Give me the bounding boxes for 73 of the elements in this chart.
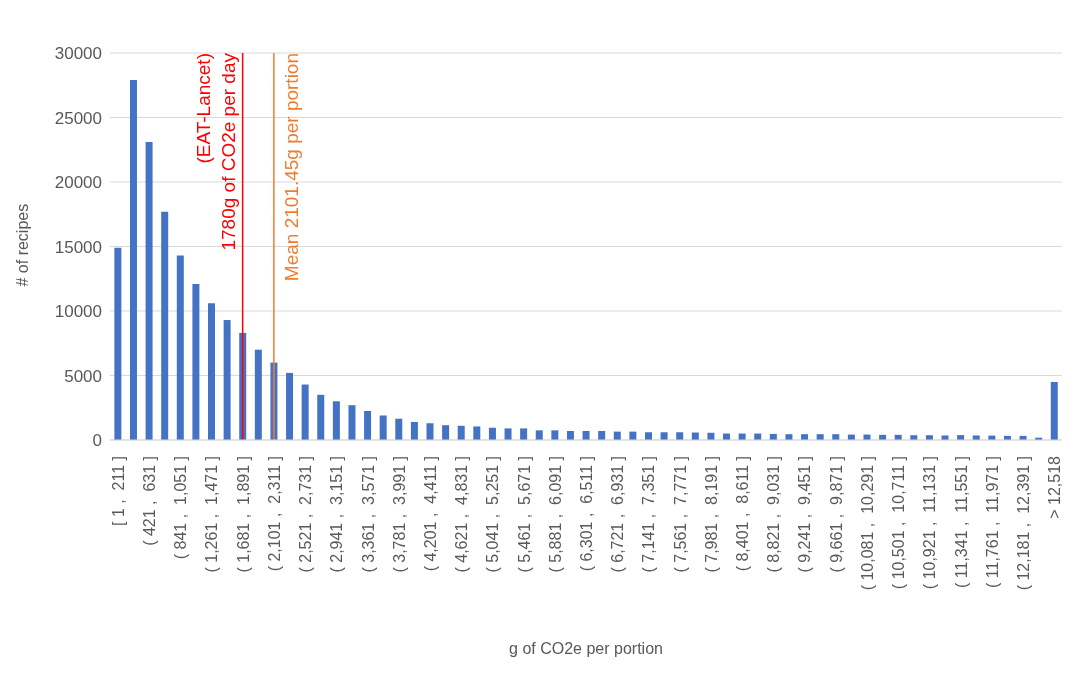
x-tick-label: ( 4,201 , 4,411 ] [421,456,439,572]
x-tick-label: ( 8,401 , 8,611 ] [734,456,752,572]
bar [660,432,668,440]
bar [410,421,418,440]
x-tick-label: ( 2,941 , 3,151 ] [328,456,346,573]
bar [473,426,481,440]
y-tick-label: 20000 [54,173,102,193]
bar [442,425,450,440]
x-tick-label: ( 9,241 , 9,451 ] [796,456,814,573]
bar [286,372,294,440]
bar [1050,381,1058,440]
bar [488,427,496,440]
x-tick-label: ( 10,501 , 10,711 ] [890,456,908,590]
bar [223,320,231,440]
bar [364,410,372,440]
bar [535,430,543,440]
x-tick-label: > 12,518 [1046,455,1064,519]
x-tick-label: ( 1,261 , 1,471 ] [203,456,221,573]
x-tick-label: ( 11,761 , 11,971 ] [983,456,1001,588]
bar [192,283,200,440]
x-axis-title: g of CO2e per portion [509,640,663,657]
y-tick-label: 25000 [54,108,102,128]
x-tick-label: [ 1 , 211 ] [109,456,127,526]
bar [254,349,262,440]
x-tick-label: ( 5,041 , 5,251 ] [484,456,502,573]
bar [317,394,325,440]
bar [520,428,528,440]
ref-line-label: (EAT-Lancet) 1780g of CO2e per day [192,52,239,251]
x-tick-label: ( 12,181 , 12,391 ] [1014,456,1032,591]
ref-line-label: Mean 2101.45g per portion [280,53,302,282]
x-tick-label: ( 7,981 , 8,191 ] [702,456,720,573]
y-axis-title: # of recipes [13,203,31,287]
bar [208,303,216,440]
x-tick-label: ( 841 , 1,051 ] [172,456,190,560]
x-tick-label: ( 7,561 , 7,771 ] [671,456,689,573]
x-tick-label: ( 1,681 , 1,891 ] [234,456,252,573]
x-tick-label: ( 421 , 631 ] [141,456,159,546]
y-tick-label: 10000 [54,302,102,322]
bar [301,384,309,440]
y-tick-label: 30000 [54,44,102,64]
x-tick-label: ( 9,661 , 9,871 ] [827,456,845,573]
x-tick-label: ( 2,521 , 2,731 ] [297,456,315,573]
bar [348,405,356,440]
x-tick-label: ( 7,141 , 7,351 ] [640,456,658,573]
y-tick-label: 5000 [64,366,102,386]
x-tick-label: ( 3,781 , 3,991 ] [390,456,408,573]
y-tick-label: 0 [92,431,102,451]
bar [145,142,153,440]
y-tick-label: 15000 [54,237,102,257]
x-tick-label: ( 8,821 , 9,031 ] [765,456,783,573]
x-tick-label: ( 5,881 , 6,091 ] [546,456,564,573]
bar [129,80,137,440]
bar [379,415,387,440]
x-tick-label: ( 3,361 , 3,571 ] [359,456,377,573]
x-tick-label: ( 10,081 , 10,291 ] [858,456,876,591]
x-tick-label: ( 6,301 , 6,511 ] [578,456,595,572]
x-tick-label: ( 4,621 , 4,831 ] [453,456,471,573]
bar [504,428,512,440]
x-tick-label: ( 11,341 , 11,551 ] [952,456,970,588]
bar [161,211,169,440]
bar [644,432,652,440]
bar [551,430,559,440]
bar [114,247,122,440]
x-tick-label: ( 5,461 , 5,671 ] [515,456,533,573]
bar [395,418,403,440]
bar [676,432,684,440]
x-tick-label: ( 10,921 , 11,131 ] [921,456,939,590]
bar [426,423,434,440]
bar [457,425,465,440]
x-tick-label: ( 2,101 , 2,311 ] [265,456,283,572]
bar [332,401,340,440]
bar [176,255,184,440]
x-tick-label: ( 6,721 , 6,931 ] [609,456,627,573]
